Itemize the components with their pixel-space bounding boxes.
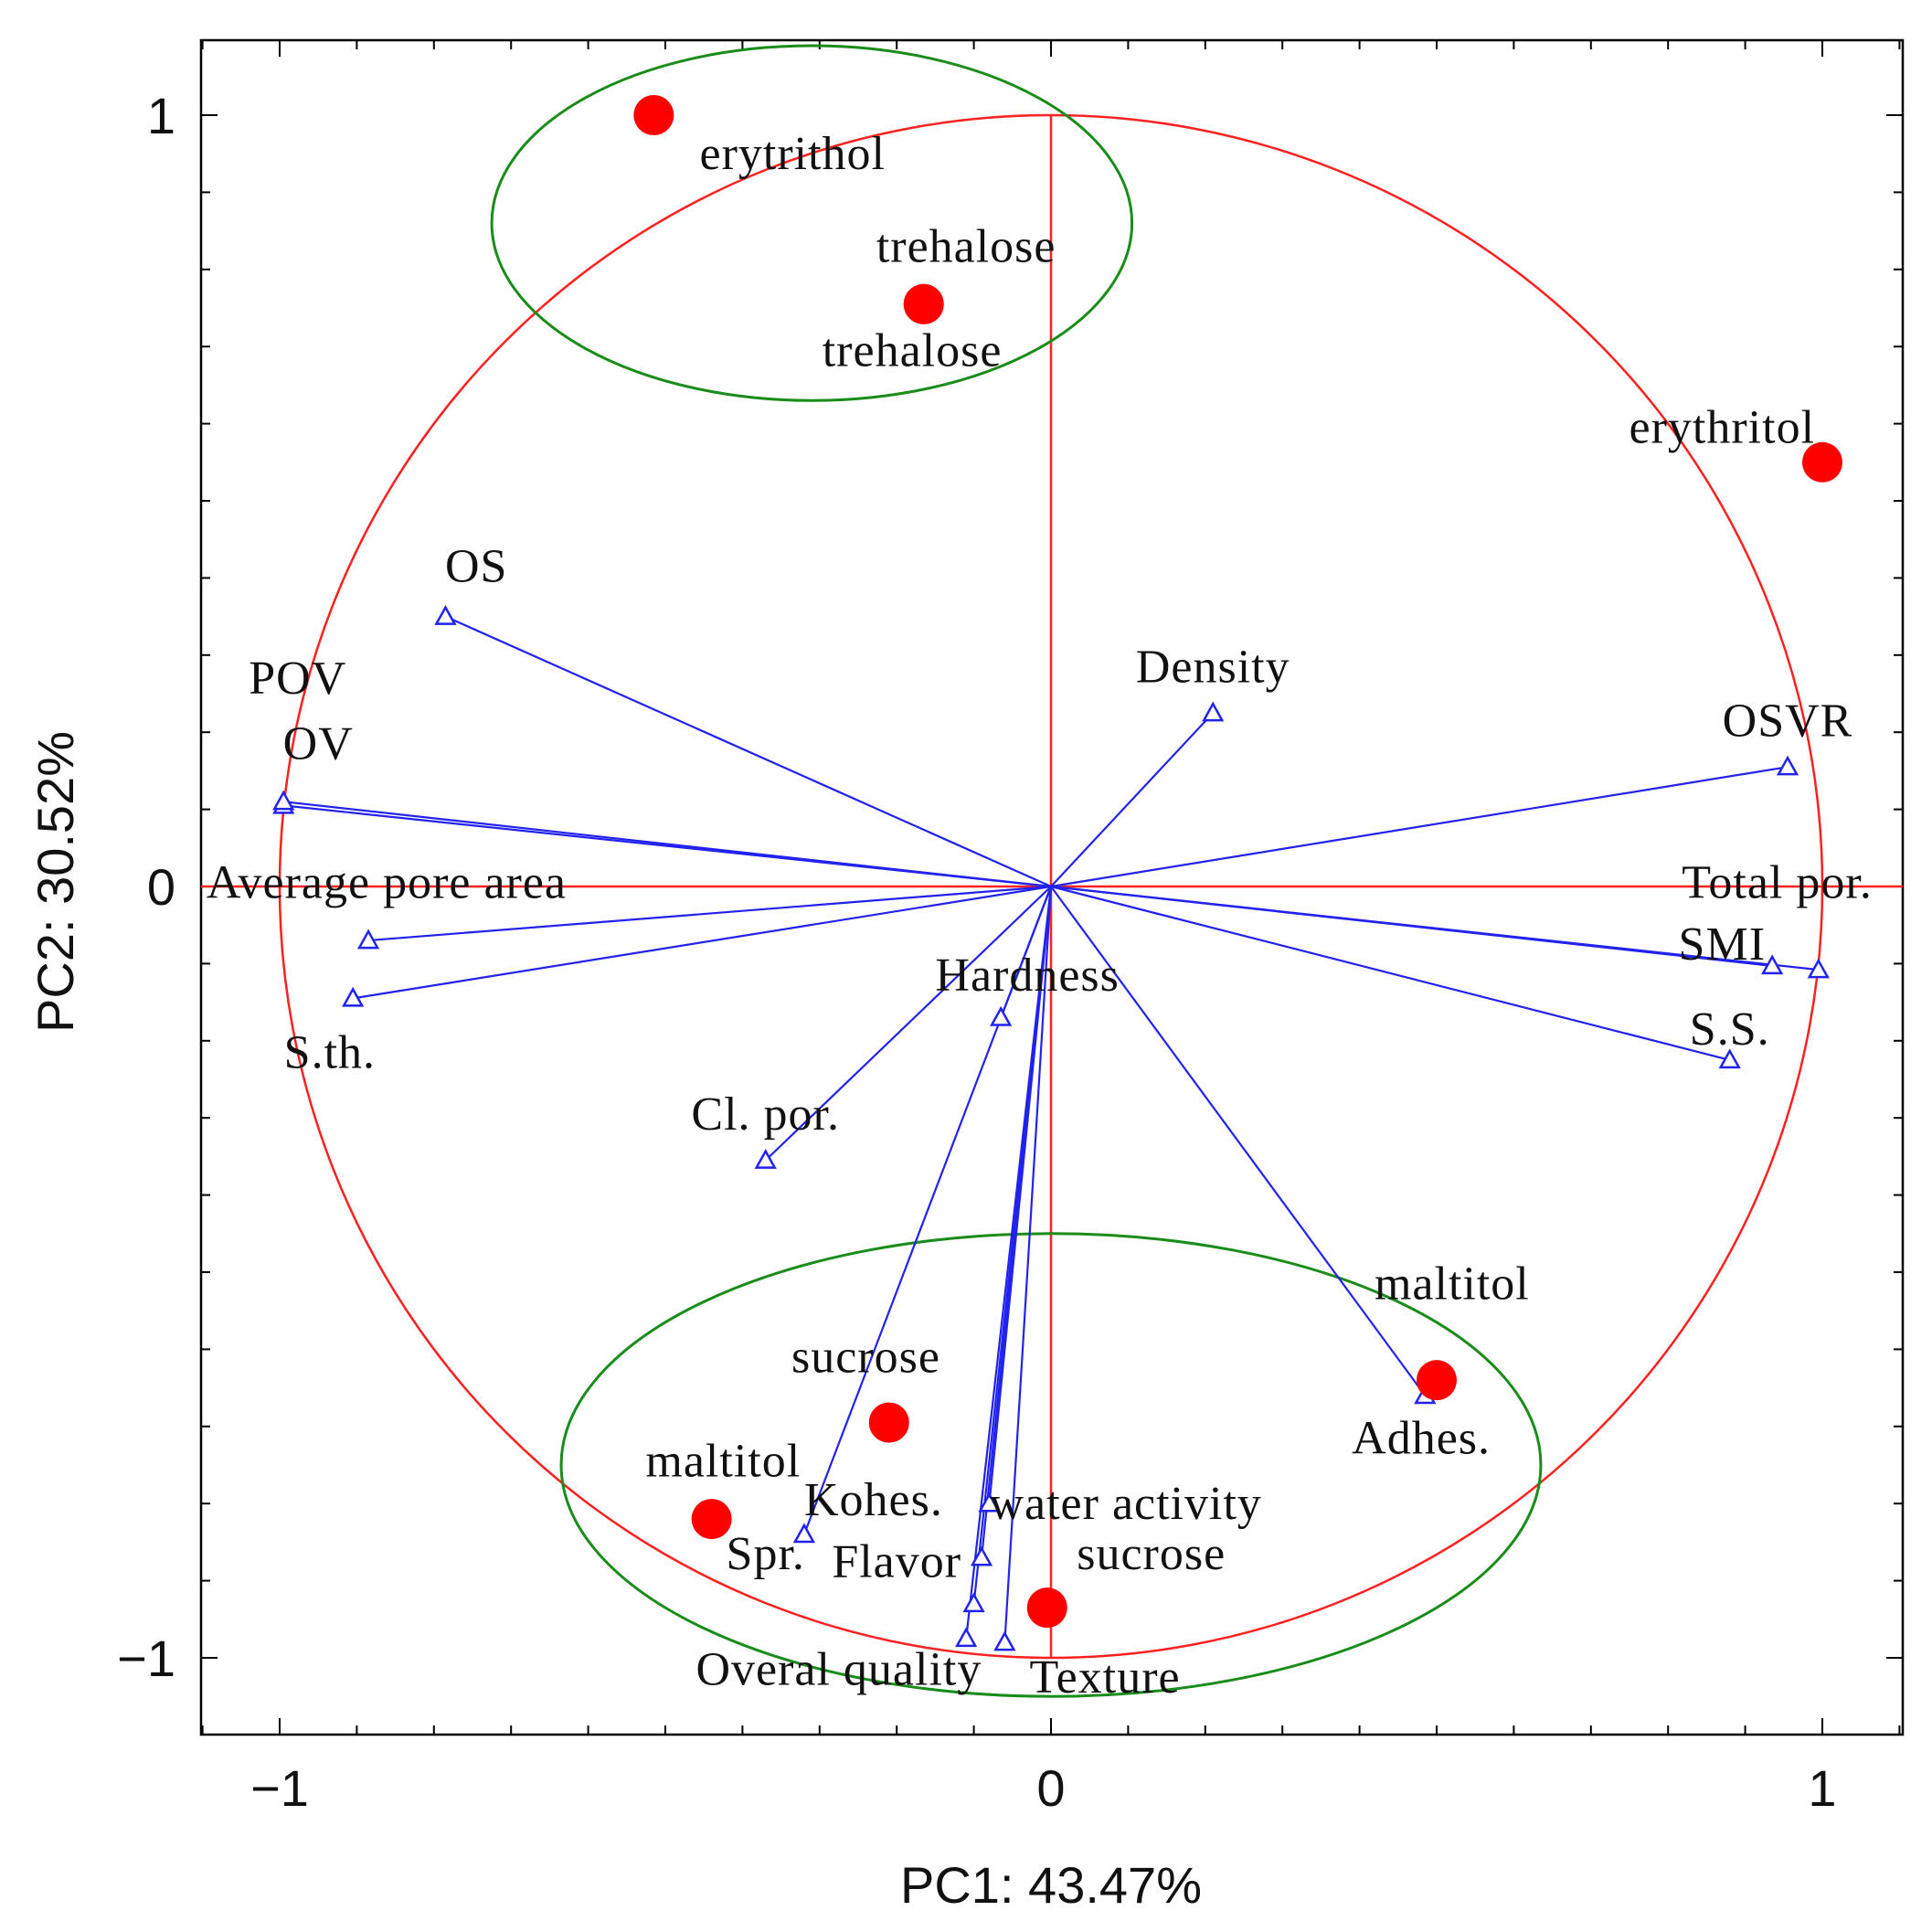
sample-point (903, 283, 944, 324)
sample-label: erythritol (1629, 402, 1816, 454)
variable-label: Adhes. (1352, 1412, 1491, 1464)
loading-vector (1050, 885, 1730, 1061)
variable-label: Spr. (727, 1528, 805, 1580)
group-ellipse-lower-group (559, 1232, 1543, 1698)
loading-marker (955, 1627, 978, 1648)
loading-marker (754, 1149, 777, 1169)
sample-label: trehalose (876, 220, 1056, 272)
loading-vector (764, 886, 1052, 1162)
x-tick-label: −1 (250, 1759, 309, 1817)
loading-vector (1050, 766, 1789, 888)
loading-marker (434, 605, 457, 625)
loading-vector (1003, 886, 1053, 1643)
variable-label: Density (1136, 641, 1290, 693)
plot-area: −1 0 1 1 0 −1 OS POV OV Average pore area S.th. Har… (117, 38, 1905, 1817)
variable-label: POV (249, 653, 346, 705)
loading-marker (272, 790, 295, 811)
loading-marker (1202, 701, 1225, 722)
loading-vector (1050, 712, 1215, 887)
group-ellipse-upper-group (490, 44, 1134, 402)
loading-marker (1776, 755, 1799, 776)
loading-vector (965, 886, 1053, 1640)
sample-point (1026, 1587, 1067, 1629)
loading-vector (283, 801, 1052, 888)
loading-marker (978, 1491, 1001, 1513)
sample-label: maltitol (645, 1436, 801, 1488)
loading-vector (1050, 885, 1773, 968)
loading-marker (1807, 958, 1830, 979)
variable-label: Texture (1030, 1651, 1181, 1704)
loading-vector (445, 615, 1052, 888)
sample-point (1417, 1360, 1457, 1401)
loading-vector (802, 886, 1053, 1535)
loading-marker (792, 1523, 816, 1544)
x-tick-label: 1 (1808, 1759, 1836, 1817)
loading-marker (356, 929, 380, 950)
sample-point (868, 1402, 909, 1443)
loading-vector (353, 885, 1052, 1000)
x-axis-label: PC1: 43.47% (900, 1856, 1202, 1914)
sample-point (1802, 441, 1842, 483)
variable-label: Kohes. (804, 1474, 943, 1526)
y-tick-label: 0 (147, 858, 175, 916)
loading-vector (367, 885, 1052, 942)
sample-label: sucrose (791, 1332, 940, 1384)
x-tick-label: 0 (1036, 1759, 1065, 1817)
variable-label: OS (445, 541, 507, 593)
loading-marker (342, 986, 365, 1007)
variable-label: Average pore area (207, 857, 567, 909)
variable-label: OV (283, 718, 354, 770)
variable-label: OSVR (1723, 695, 1853, 747)
sample-point (633, 95, 674, 135)
loading-vector (1050, 886, 1427, 1396)
variable-label: Overal quality (695, 1644, 982, 1696)
sample-label: maltitol (1375, 1258, 1530, 1311)
sample-point (691, 1499, 732, 1540)
loading-marker (970, 1545, 993, 1566)
y-tick-label: 1 (147, 87, 175, 144)
loading-marker (993, 1630, 1016, 1651)
sample-label: erytrithol (700, 128, 886, 180)
variable-label: Total por. (1682, 857, 1873, 909)
variable-label: water activity (989, 1478, 1261, 1530)
variable-label: S.S. (1690, 1003, 1770, 1056)
variable-label: Cl. por. (691, 1088, 840, 1141)
sample-label: sucrose (1077, 1528, 1226, 1580)
loading-vector (980, 886, 1053, 1558)
loading-marker (1761, 954, 1784, 975)
variable-label: Flavor (832, 1535, 961, 1587)
y-tick-label: −1 (117, 1629, 175, 1687)
variable-label: SMI (1679, 918, 1766, 971)
sample-label: trehalose (823, 324, 1003, 377)
variable-label: Hardness (935, 950, 1120, 1002)
y-axis-label: PC2: 30.52% (27, 731, 84, 1033)
variable-label: S.th. (284, 1026, 376, 1078)
loading-marker (1718, 1048, 1741, 1069)
loading-marker (962, 1592, 985, 1613)
loading-marker (990, 1005, 1013, 1026)
